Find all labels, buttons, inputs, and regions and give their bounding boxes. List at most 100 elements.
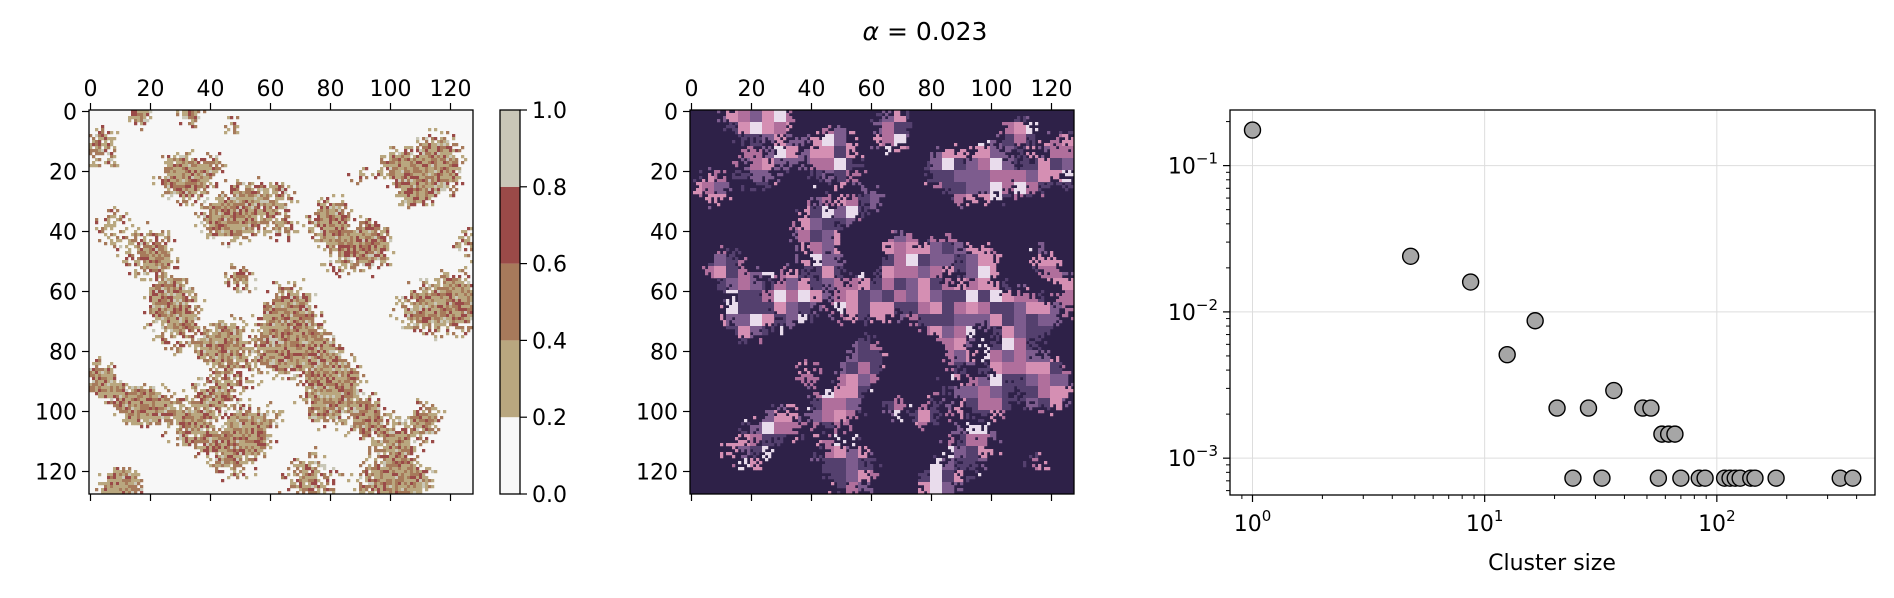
state-cell xyxy=(107,209,111,213)
state-cell xyxy=(359,419,363,423)
state-cell xyxy=(356,416,360,420)
state-cell xyxy=(203,206,207,210)
state-cell xyxy=(206,152,210,156)
state-cell xyxy=(461,290,465,294)
state-cell xyxy=(401,452,405,456)
state-cell xyxy=(95,134,99,138)
state-cell xyxy=(140,119,144,123)
state-cell xyxy=(461,182,465,186)
state-cell xyxy=(173,155,177,159)
state-cell xyxy=(104,368,108,372)
state-cell xyxy=(395,452,399,456)
state-cell xyxy=(98,386,102,390)
state-cell xyxy=(320,209,324,213)
state-cell xyxy=(257,191,261,195)
state-cell xyxy=(308,380,312,384)
state-cell xyxy=(464,287,468,291)
state-cell xyxy=(212,233,216,237)
state-cell xyxy=(275,239,279,243)
state-cell xyxy=(230,389,234,393)
state-cell xyxy=(245,422,249,426)
state-cell xyxy=(140,422,144,426)
state-cell xyxy=(359,233,363,237)
state-cell xyxy=(170,284,174,288)
state-cell xyxy=(386,413,390,417)
state-cell xyxy=(371,260,375,264)
state-cell xyxy=(287,335,291,339)
state-cell xyxy=(311,410,315,414)
state-cell xyxy=(266,212,270,216)
state-cell xyxy=(140,251,144,255)
state-cell xyxy=(176,176,180,180)
state-cell xyxy=(326,206,330,210)
state-cell xyxy=(191,410,195,414)
state-cell xyxy=(215,170,219,174)
state-cell xyxy=(365,407,369,411)
state-cell xyxy=(419,170,423,174)
state-cell xyxy=(215,215,219,219)
state-cell xyxy=(230,197,234,201)
state-cell xyxy=(374,404,378,408)
state-cell xyxy=(164,419,168,423)
state-cell xyxy=(452,305,456,309)
state-cell xyxy=(143,236,147,240)
state-cell xyxy=(128,413,132,417)
state-cell xyxy=(224,233,228,237)
state-cell xyxy=(368,446,372,450)
state-cell xyxy=(410,449,414,453)
state-cell xyxy=(188,188,192,192)
state-cell xyxy=(281,368,285,372)
state-cell xyxy=(278,284,282,288)
state-cell xyxy=(188,164,192,168)
state-cell xyxy=(239,212,243,216)
state-cell xyxy=(200,164,204,168)
state-cell xyxy=(182,410,186,414)
state-cell xyxy=(155,419,159,423)
state-cell xyxy=(434,179,438,183)
state-cell xyxy=(296,332,300,336)
state-cell xyxy=(377,398,381,402)
state-cell xyxy=(347,218,351,222)
state-cell xyxy=(158,404,162,408)
state-cell xyxy=(389,431,393,435)
state-cell xyxy=(422,314,426,318)
state-cell xyxy=(422,317,426,321)
state-cell xyxy=(251,422,255,426)
state-cell xyxy=(203,434,207,438)
state-cell xyxy=(368,419,372,423)
state-cell xyxy=(209,425,213,429)
state-cell xyxy=(185,188,189,192)
state-cell xyxy=(407,152,411,156)
state-cell xyxy=(416,413,420,417)
state-cell xyxy=(182,425,186,429)
state-cell xyxy=(437,317,441,321)
state-cell xyxy=(332,227,336,231)
state-cell xyxy=(407,434,411,438)
state-cell xyxy=(299,368,303,372)
state-cell xyxy=(311,416,315,420)
state-cell xyxy=(188,419,192,423)
state-cell xyxy=(236,452,240,456)
state-cell xyxy=(371,251,375,255)
state-cell xyxy=(209,350,213,354)
state-cell xyxy=(344,215,348,219)
state-cell xyxy=(371,275,375,279)
state-cell xyxy=(227,368,231,372)
state-cell xyxy=(233,347,237,351)
state-cell xyxy=(434,419,438,423)
state-cell xyxy=(413,293,417,297)
state-cell xyxy=(317,371,321,375)
state-cell xyxy=(437,155,441,159)
state-cell xyxy=(242,266,246,270)
state-cell xyxy=(293,284,297,288)
state-cell xyxy=(443,164,447,168)
state-cell xyxy=(410,191,414,195)
state-cell xyxy=(374,428,378,432)
state-cell xyxy=(428,176,432,180)
state-cell xyxy=(452,317,456,321)
state-cell xyxy=(401,431,405,435)
state-cell xyxy=(263,311,267,315)
state-cell xyxy=(296,347,300,351)
state-cell xyxy=(275,416,279,420)
state-cell xyxy=(422,299,426,303)
